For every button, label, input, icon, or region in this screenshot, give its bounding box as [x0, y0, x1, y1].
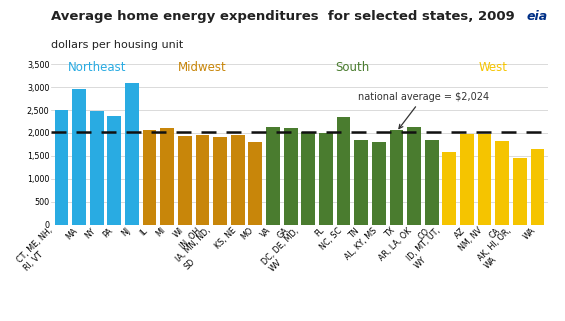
- Text: national average = $2,024: national average = $2,024: [358, 92, 489, 129]
- Bar: [107, 116, 121, 225]
- Text: eia: eia: [527, 10, 548, 22]
- Bar: [160, 128, 174, 225]
- Bar: [90, 111, 103, 225]
- Bar: [354, 140, 368, 225]
- Bar: [319, 133, 333, 225]
- Text: Average home energy expenditures  for selected states, 2009: Average home energy expenditures for sel…: [51, 10, 515, 22]
- Bar: [301, 132, 315, 225]
- Bar: [496, 141, 509, 225]
- Bar: [249, 142, 262, 225]
- Bar: [477, 134, 492, 225]
- Bar: [72, 89, 86, 225]
- Text: Northeast: Northeast: [67, 61, 126, 74]
- Bar: [407, 127, 421, 225]
- Bar: [442, 152, 456, 225]
- Bar: [337, 117, 350, 225]
- Bar: [55, 110, 68, 225]
- Bar: [425, 140, 438, 225]
- Bar: [389, 130, 403, 225]
- Bar: [266, 126, 280, 225]
- Text: West: West: [479, 61, 508, 74]
- Text: Midwest: Midwest: [178, 61, 227, 74]
- Text: South: South: [335, 61, 370, 74]
- Bar: [513, 158, 527, 225]
- Bar: [125, 83, 139, 225]
- Bar: [372, 142, 386, 225]
- Bar: [195, 135, 210, 225]
- Bar: [143, 130, 157, 225]
- Bar: [213, 137, 227, 225]
- Bar: [531, 149, 544, 225]
- Bar: [284, 128, 298, 225]
- Text: dollars per housing unit: dollars per housing unit: [51, 40, 183, 50]
- Bar: [460, 134, 474, 225]
- Bar: [231, 135, 245, 225]
- Bar: [178, 136, 192, 225]
